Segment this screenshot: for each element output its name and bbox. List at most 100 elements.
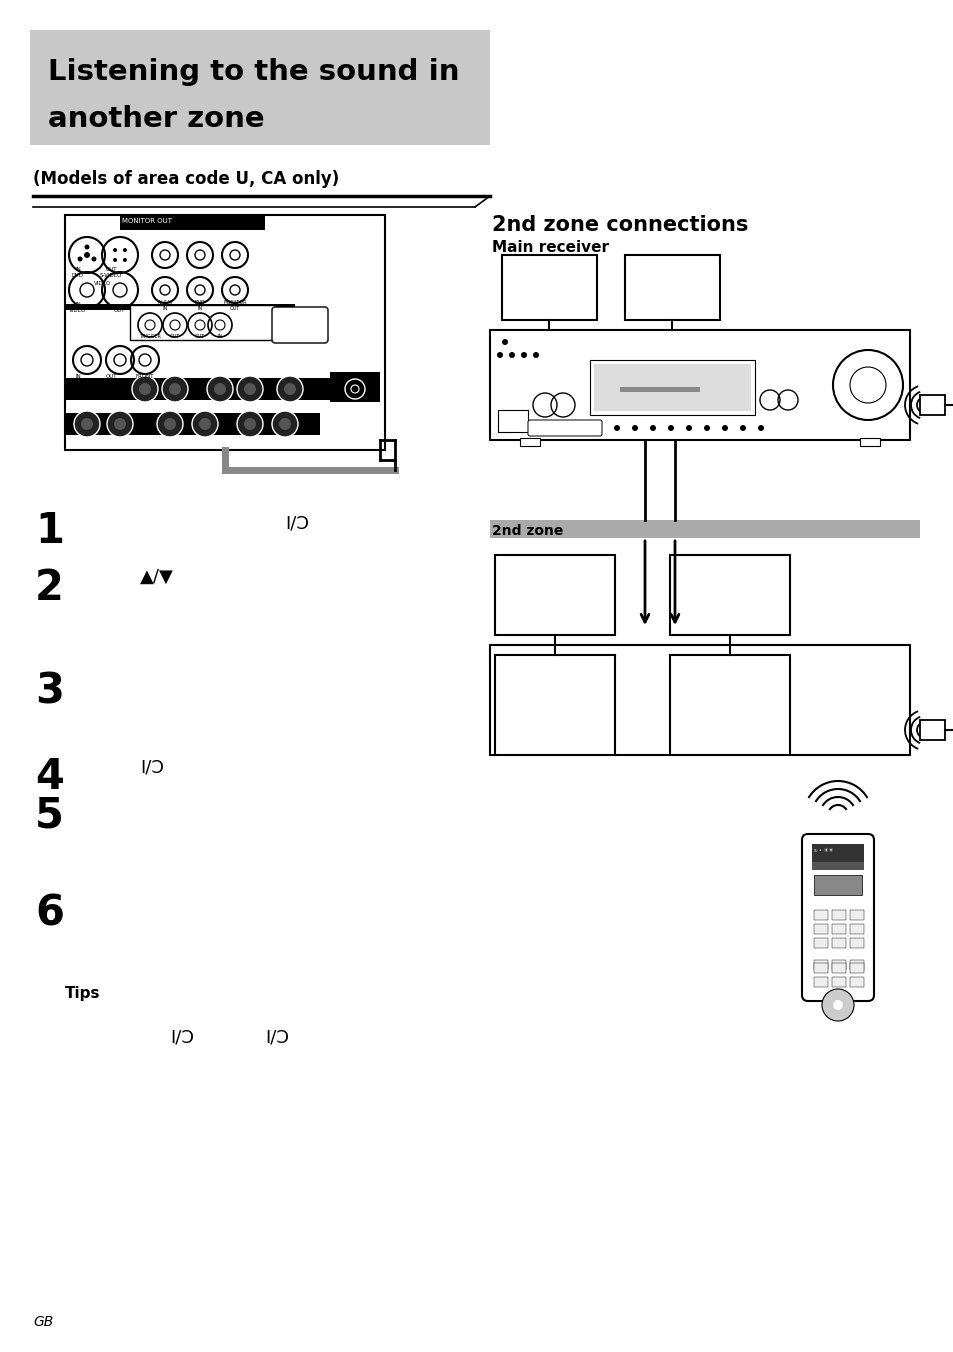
Circle shape [113,258,117,262]
Bar [65,379,375,400]
Circle shape [284,383,295,395]
Text: (Models of area code U, CA only): (Models of area code U, CA only) [33,170,339,188]
Bar [130,306,274,339]
Circle shape [559,425,565,431]
Bar [831,938,845,948]
Bar [120,216,265,230]
Bar [813,977,827,987]
Text: +: + [201,402,209,411]
Circle shape [123,247,127,251]
Bar [519,438,539,446]
Bar [594,364,750,411]
Text: GB: GB [33,1315,53,1329]
Bar [849,963,863,973]
Text: IN
DVD: IN DVD [71,268,84,279]
Bar [30,30,490,145]
Text: Listening to the sound in: Listening to the sound in [48,58,459,87]
Text: 4: 4 [35,756,64,798]
Text: OUT
S-VIDEO: OUT S-VIDEO [100,268,122,279]
Text: I/Ɔ: I/Ɔ [265,1028,289,1046]
Circle shape [213,383,226,395]
Text: I/Ɔ: I/Ɔ [170,1028,193,1046]
Circle shape [81,418,92,430]
Bar [330,372,379,402]
FancyBboxPatch shape [527,420,601,435]
Text: B: B [152,403,157,410]
Circle shape [740,425,745,431]
Text: –: – [117,402,122,411]
Circle shape [533,352,538,358]
Text: TRIGGER: TRIGGER [139,334,161,339]
FancyBboxPatch shape [801,834,873,1000]
Bar [490,330,909,439]
Circle shape [272,411,297,437]
Bar [813,875,862,895]
Circle shape [85,245,90,250]
Circle shape [199,418,211,430]
Text: OUT: OUT [105,375,116,379]
Bar [65,412,319,435]
Text: +: + [246,366,253,376]
Bar [813,963,827,973]
Circle shape [703,425,709,431]
Bar [813,923,827,934]
Bar [495,556,615,635]
Circle shape [162,376,188,402]
Circle shape [596,425,601,431]
Circle shape [509,352,515,358]
Circle shape [113,418,126,430]
Text: 6: 6 [35,894,64,936]
Bar [490,645,909,754]
Circle shape [721,425,727,431]
Circle shape [139,383,151,395]
Text: FRONT: FRONT [135,375,154,379]
Text: I/Ɔ: I/Ɔ [140,758,164,776]
Text: +: + [83,402,91,411]
Text: Tips: Tips [65,986,100,1000]
Circle shape [164,418,175,430]
Text: DVD
IN: DVD IN [194,300,205,311]
Text: s • ☀☀: s • ☀☀ [813,848,833,853]
Circle shape [132,376,158,402]
Bar [831,977,845,987]
Circle shape [107,411,132,437]
Circle shape [123,258,127,262]
Bar [813,910,827,919]
Bar [65,215,385,450]
Bar [919,721,944,740]
Text: 5: 5 [35,794,64,836]
Circle shape [832,1000,842,1010]
Circle shape [821,990,853,1021]
Bar [813,938,827,948]
Text: OUT: OUT [114,308,126,314]
Circle shape [207,376,233,402]
Circle shape [649,425,656,431]
Text: AUDIO
OUT: AUDIO OUT [346,362,363,373]
Bar [849,938,863,948]
Text: MONITOR
OUT: MONITOR OUT [223,300,247,311]
Bar [813,960,827,969]
Bar [619,387,700,392]
Text: –: – [217,366,222,376]
Circle shape [236,411,263,437]
Circle shape [278,418,291,430]
Circle shape [685,425,691,431]
Bar [831,960,845,969]
Bar [849,960,863,969]
Bar [811,844,863,869]
Bar [501,256,597,320]
Text: OUT: OUT [194,334,205,339]
Bar [849,910,863,919]
Circle shape [157,411,183,437]
Circle shape [501,339,507,345]
Bar [490,521,919,538]
Text: MONITOR OUT: MONITOR OUT [122,218,172,224]
Bar [669,556,789,635]
Text: TV-SAT
IN: TV-SAT IN [156,300,173,311]
Circle shape [276,376,303,402]
Bar [497,410,527,433]
Text: IN: IN [75,375,81,379]
Circle shape [520,352,526,358]
Text: 3: 3 [35,671,64,713]
Circle shape [236,376,263,402]
